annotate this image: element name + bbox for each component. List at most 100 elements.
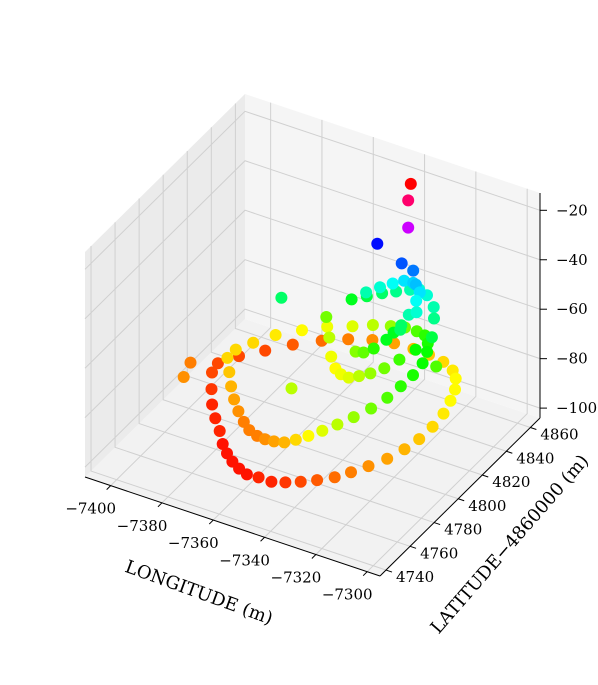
data-point bbox=[394, 323, 407, 336]
data-point bbox=[213, 425, 226, 437]
data-point bbox=[294, 475, 307, 488]
data-point bbox=[296, 324, 308, 337]
x-tick-mark bbox=[157, 502, 163, 508]
data-point bbox=[402, 221, 415, 234]
x-tick-mark bbox=[106, 485, 112, 490]
x-tick-mark bbox=[208, 519, 214, 525]
data-point bbox=[177, 371, 190, 383]
x-axis-line bbox=[84, 476, 381, 577]
data-point bbox=[206, 398, 219, 411]
data-point bbox=[209, 412, 222, 425]
data-point bbox=[345, 466, 357, 479]
data-point bbox=[353, 370, 365, 383]
data-point bbox=[425, 331, 438, 344]
data-point bbox=[410, 294, 423, 307]
data-point bbox=[275, 291, 288, 304]
y-tick-label: 4740 bbox=[396, 568, 434, 586]
data-point bbox=[325, 350, 338, 363]
z-tick-label: −20 bbox=[556, 201, 588, 219]
y-grid-line bbox=[138, 198, 435, 524]
y-axis-ticks: 4740 4760 4780 4800 4820 4840 4860 bbox=[385, 426, 579, 586]
z-axis-ticks: −20 −40 −60 −80 −100 bbox=[540, 201, 597, 417]
x-grid-line bbox=[366, 188, 528, 573]
z-grid-line bbox=[84, 209, 541, 369]
data-point bbox=[259, 344, 272, 357]
data-point bbox=[228, 393, 241, 406]
left-wall-pane bbox=[85, 94, 245, 477]
data-point bbox=[365, 402, 378, 415]
y-axis-line bbox=[379, 417, 541, 577]
y-grid-line bbox=[210, 127, 507, 452]
data-point bbox=[331, 418, 344, 431]
x-tick-mark bbox=[311, 554, 317, 559]
x-tick-label: −7300 bbox=[322, 586, 373, 604]
x-tick-label: −7340 bbox=[219, 551, 270, 569]
data-point bbox=[364, 367, 377, 380]
data-point bbox=[381, 391, 394, 404]
data-point bbox=[328, 471, 341, 484]
z-grid-line bbox=[84, 110, 541, 270]
y-grid-line bbox=[234, 103, 531, 428]
x-grid-line bbox=[110, 102, 272, 486]
data-point bbox=[366, 319, 379, 331]
data-point bbox=[449, 383, 461, 396]
grid-lines bbox=[84, 102, 541, 573]
data-point bbox=[449, 372, 462, 385]
data-point bbox=[362, 460, 375, 473]
data-point bbox=[421, 345, 434, 358]
data-point bbox=[394, 380, 407, 393]
data-point bbox=[342, 333, 355, 346]
y-tick-mark bbox=[409, 545, 417, 549]
data-point bbox=[311, 474, 324, 487]
data-point bbox=[289, 433, 302, 446]
z-tick-label: −60 bbox=[556, 300, 588, 318]
data-point bbox=[259, 433, 271, 446]
data-point bbox=[321, 320, 334, 333]
data-point bbox=[367, 342, 380, 355]
data-point bbox=[320, 311, 333, 323]
data-point bbox=[265, 475, 278, 488]
data-point bbox=[323, 331, 336, 344]
data-point bbox=[380, 333, 393, 346]
data-point bbox=[342, 371, 355, 384]
y-grid-line bbox=[114, 222, 411, 547]
z-grid-line bbox=[84, 308, 541, 468]
data-point bbox=[416, 357, 429, 370]
x-tick-label: −7380 bbox=[117, 517, 168, 535]
data-point bbox=[407, 369, 419, 382]
x-tick-mark bbox=[362, 571, 368, 577]
y-tick-label: 4780 bbox=[444, 521, 482, 539]
y-tick-mark bbox=[458, 498, 465, 502]
data-point bbox=[374, 281, 386, 294]
data-point bbox=[252, 471, 265, 484]
y-tick-mark bbox=[433, 522, 441, 526]
data-point bbox=[409, 343, 422, 356]
data-point bbox=[225, 380, 238, 393]
x-grid-line bbox=[315, 171, 477, 555]
data-point bbox=[357, 346, 370, 359]
z-tick-label: −80 bbox=[556, 350, 588, 368]
y-tick-mark bbox=[385, 569, 393, 573]
data-point bbox=[393, 353, 406, 366]
data-point bbox=[216, 438, 229, 450]
data-point bbox=[360, 286, 373, 299]
data-point bbox=[345, 293, 358, 306]
data-point bbox=[268, 435, 280, 448]
data-point bbox=[398, 274, 411, 287]
y-tick-label: 4800 bbox=[468, 497, 506, 515]
data-point bbox=[371, 237, 384, 250]
x-tick-mark bbox=[260, 536, 265, 542]
z-tick-label: −100 bbox=[556, 399, 597, 417]
y-tick-label: 4820 bbox=[492, 473, 530, 491]
data-point bbox=[381, 452, 394, 465]
z-grid-line bbox=[84, 160, 541, 320]
z-grid-line bbox=[84, 259, 541, 419]
data-point bbox=[426, 420, 439, 433]
data-point bbox=[378, 362, 391, 375]
y-tick-mark bbox=[482, 474, 489, 478]
data-point bbox=[286, 338, 299, 351]
data-point bbox=[211, 357, 224, 370]
data-point bbox=[240, 468, 253, 481]
axis-lines bbox=[84, 193, 541, 577]
